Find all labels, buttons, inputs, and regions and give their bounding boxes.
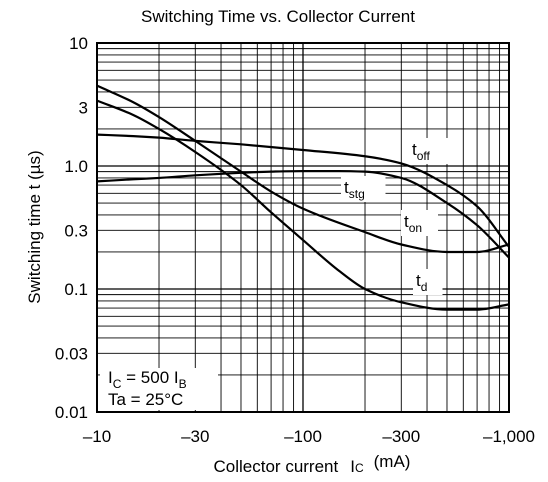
series-label-stg: tstg xyxy=(344,178,365,201)
grid xyxy=(97,43,509,412)
series-line-stg xyxy=(96,169,510,259)
series-label-bg xyxy=(409,138,454,164)
series-layer xyxy=(96,84,510,311)
series-label-bg xyxy=(401,210,438,236)
chart-title: Switching Time vs. Collector Current xyxy=(141,7,415,26)
y-tick-label: 0.3 xyxy=(64,221,88,240)
annotation-line1: IC = 500 IB xyxy=(108,368,187,391)
series-label-off: toff xyxy=(412,140,431,163)
series-line-off xyxy=(96,133,510,248)
x-tick-label: –10 xyxy=(83,427,111,446)
series-labels: toff tstg ton td xyxy=(341,138,454,295)
x-tick-label: –300 xyxy=(382,427,420,446)
series-label-bg xyxy=(413,269,443,295)
y-axis-label: Switching time t (µs) xyxy=(25,150,44,303)
annotation-line2: Ta = 25°C xyxy=(108,390,183,409)
y-tick-label: 3 xyxy=(79,98,88,117)
plot-frame xyxy=(96,42,510,413)
x-axis-label: Collector current IC (mA) xyxy=(214,452,411,476)
y-tick-label: 0.03 xyxy=(55,344,88,363)
series-line-d xyxy=(96,99,510,311)
x-axis-sub: C xyxy=(355,461,364,475)
x-tick-label: –1,000 xyxy=(483,427,535,446)
y-tick-label: 0.01 xyxy=(55,403,88,422)
series-label-d: td xyxy=(416,271,427,294)
series-line-on xyxy=(96,84,510,254)
x-axis-unit: (mA) xyxy=(374,452,411,471)
x-tick-label: –30 xyxy=(181,427,209,446)
tick-labels: –10 –30 –100 –300 –1,000 0.01 0.03 0.1 0.3 1.0 3 10 xyxy=(55,34,535,446)
series-label-bg xyxy=(341,176,386,202)
y-tick-label: 0.1 xyxy=(64,280,88,299)
x-axis-symbol: I xyxy=(350,457,355,476)
series-label-on: ton xyxy=(404,212,422,235)
annotation-box xyxy=(100,368,218,410)
y-tick-label: 1.0 xyxy=(64,157,88,176)
y-tick-label: 10 xyxy=(69,34,88,53)
x-axis-label-text: Collector current xyxy=(214,457,339,476)
x-tick-label: –100 xyxy=(284,427,322,446)
